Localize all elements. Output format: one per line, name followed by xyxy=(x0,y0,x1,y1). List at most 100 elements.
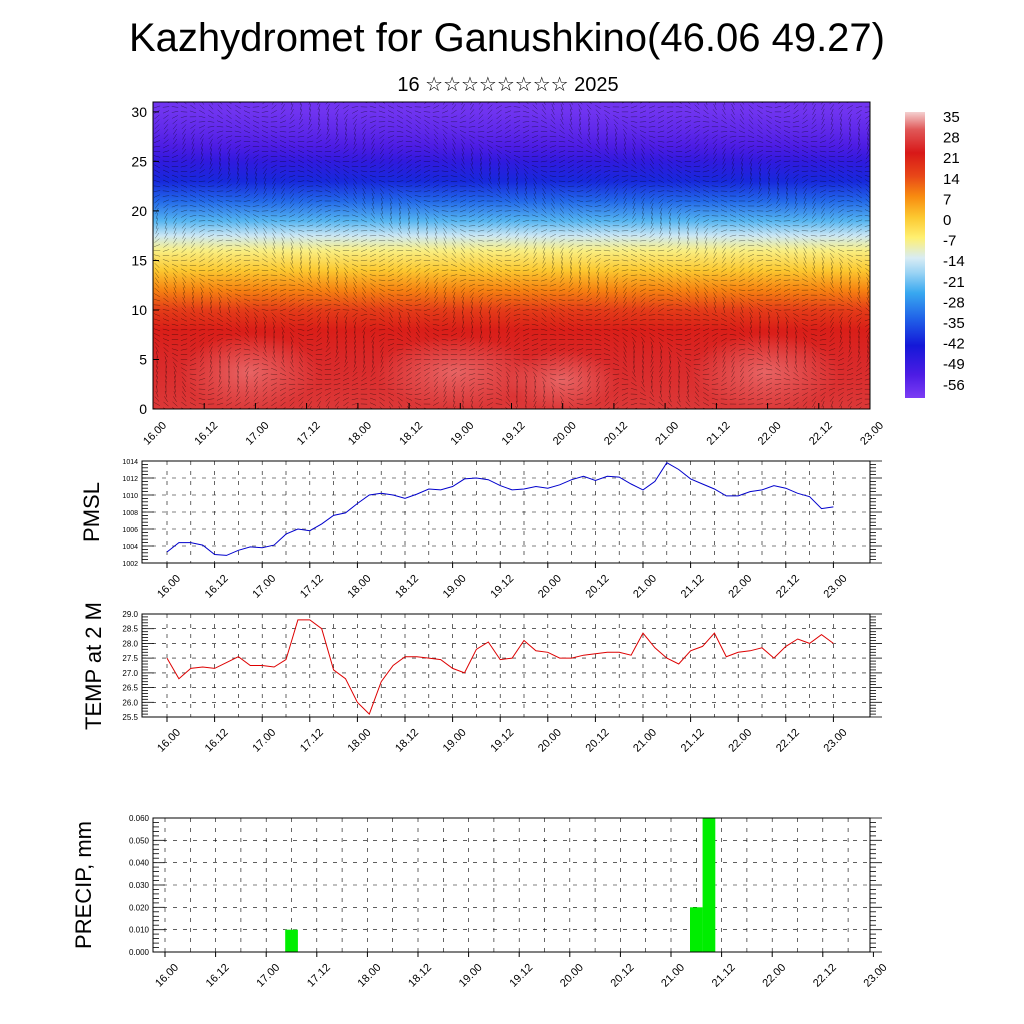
x-tick-label: 20.00 xyxy=(551,420,579,448)
temp-x-axis: 16.00 16.12 17.00 17.12 18.00 18.12 19.00 19.12… xyxy=(155,717,850,755)
colorbar-label: -42 xyxy=(943,336,965,353)
heatmap-x-axis: 16.00 16.12 17.00 17.12 18.00 18.12 19.00 19.12… xyxy=(141,403,886,448)
wind-field xyxy=(153,102,870,409)
x-tick-label: 23.00 xyxy=(822,727,850,755)
colorbar-label: 14 xyxy=(943,171,960,188)
x-tick-label: 22.00 xyxy=(756,420,784,448)
y-tick-label: 28.0 xyxy=(122,639,138,648)
y-tick-label: 0.000 xyxy=(129,948,150,957)
y-tick-label: 26.0 xyxy=(122,698,138,707)
y-tick-label: 28.5 xyxy=(122,625,138,634)
colorbar-label: 28 xyxy=(943,130,960,147)
y-tick-label: 15 xyxy=(131,253,147,269)
y-tick-label: 20 xyxy=(131,203,147,219)
precip-bars xyxy=(285,818,716,952)
y-tick-label: 29.0 xyxy=(122,610,138,619)
x-tick-label: 16.12 xyxy=(204,962,232,990)
x-tick-label: 19.00 xyxy=(441,727,469,755)
x-tick-label: 17.12 xyxy=(295,420,323,448)
colorbar-label: 0 xyxy=(943,212,951,229)
x-tick-label: 18.12 xyxy=(406,962,434,990)
y-tick-label: 30 xyxy=(131,104,147,120)
y-tick-label: 0.060 xyxy=(129,814,150,823)
x-tick-label: 20.00 xyxy=(536,573,564,601)
y-tick-label: 1010 xyxy=(122,493,138,500)
x-tick-label: 19.00 xyxy=(448,420,476,448)
x-tick-label: 18.12 xyxy=(393,727,421,755)
colorbar-label: -49 xyxy=(943,356,965,373)
x-tick-label: 18.00 xyxy=(346,727,374,755)
y-tick-label: 1014 xyxy=(122,459,138,466)
pmsl-x-axis: 16.00 16.12 17.00 17.12 18.00 18.12 19.00 19.12… xyxy=(155,563,850,601)
x-tick-label: 18.00 xyxy=(346,573,374,601)
heatmap-y-axis: 0 5 10 15 20 25 30 xyxy=(131,104,159,417)
y-tick-label: 0.010 xyxy=(129,926,150,935)
x-tick-label: 18.00 xyxy=(346,420,374,448)
precip-ylabel: PRECIP, mm xyxy=(71,821,96,949)
x-tick-label: 20.00 xyxy=(558,962,586,990)
y-tick-label: 0.040 xyxy=(129,859,150,868)
temp-series-line xyxy=(166,619,834,716)
x-tick-label: 20.12 xyxy=(602,420,630,448)
chart-subtitle: 16 ☆☆☆☆☆☆☆☆ 2025 xyxy=(397,74,619,96)
y-tick-label: 10 xyxy=(131,302,147,318)
x-tick-label: 21.12 xyxy=(710,962,738,990)
x-tick-label: 21.00 xyxy=(659,962,687,990)
y-tick-label: 27.0 xyxy=(122,669,138,678)
x-tick-label: 22.12 xyxy=(807,420,835,448)
x-tick-label: 23.00 xyxy=(822,573,850,601)
y-tick-label: 0.030 xyxy=(129,881,150,890)
x-tick-label: 19.12 xyxy=(500,420,528,448)
colorbar-label: -35 xyxy=(943,315,965,332)
colorbar: 35 28 21 14 7 0 -7 -14 -21 -28 -35 -42 -49 -56 xyxy=(905,109,965,398)
precip-bar xyxy=(690,907,703,952)
precip-x-axis: 16.00 16.12 17.00 17.12 18.00 18.12 19.00 19.12… xyxy=(153,952,890,990)
x-tick-label: 22.12 xyxy=(811,962,839,990)
x-tick-label: 20.12 xyxy=(609,962,637,990)
x-tick-label: 20.00 xyxy=(536,727,564,755)
precip-panel: 0.000 0.010 0.020 0.030 0.040 0.050 0.060 16.0… xyxy=(71,814,890,990)
y-tick-label: 1012 xyxy=(122,476,138,483)
warm-core xyxy=(180,334,320,409)
colorbar-label: -7 xyxy=(943,233,956,250)
colorbar-gradient xyxy=(905,112,925,398)
x-tick-label: 16.00 xyxy=(155,573,183,601)
x-tick-label: 22.12 xyxy=(774,573,802,601)
x-tick-label: 19.12 xyxy=(488,573,516,601)
colorbar-label: 21 xyxy=(943,150,960,167)
y-tick-label: 27.5 xyxy=(122,654,138,663)
precip-grid xyxy=(153,817,870,953)
x-tick-label: 22.12 xyxy=(774,727,802,755)
y-tick-label: 0.020 xyxy=(129,903,150,912)
colorbar-labels: 35 28 21 14 7 0 -7 -14 -21 -28 -35 -42 -49 -56 xyxy=(943,109,965,394)
x-tick-label: 19.00 xyxy=(457,962,485,990)
x-tick-label: 21.12 xyxy=(679,727,707,755)
y-tick-label: 26.5 xyxy=(122,684,138,693)
y-tick-label: 1008 xyxy=(122,510,138,517)
precip-frame xyxy=(152,817,871,953)
x-tick-label: 19.00 xyxy=(441,573,469,601)
y-tick-label: 0 xyxy=(139,401,147,417)
chart-title: Kazhydromet for Ganushkino(46.06 49.27) xyxy=(129,16,885,60)
pmsl-grid xyxy=(142,460,870,564)
y-tick-label: 5 xyxy=(139,352,147,368)
x-tick-label: 16.00 xyxy=(153,962,181,990)
wind-barbs xyxy=(153,102,870,409)
x-tick-label: 21.12 xyxy=(679,573,707,601)
colorbar-label: -14 xyxy=(943,253,965,270)
y-tick-label: 0.050 xyxy=(129,836,150,845)
x-tick-label: 16.12 xyxy=(192,420,220,448)
temp-panel: 25.526.026.527.027.528.028.529.0 16.00 16… xyxy=(81,602,882,755)
colorbar-label: -56 xyxy=(943,377,965,394)
x-tick-label: 17.12 xyxy=(298,573,326,601)
x-tick-label: 19.12 xyxy=(507,962,535,990)
x-tick-label: 17.00 xyxy=(244,420,272,448)
x-tick-label: 21.12 xyxy=(705,420,733,448)
x-tick-label: 16.00 xyxy=(155,727,183,755)
x-tick-label: 21.00 xyxy=(631,727,659,755)
x-tick-label: 19.12 xyxy=(488,727,516,755)
y-tick-label: 1002 xyxy=(122,561,138,568)
x-tick-label: 21.00 xyxy=(631,573,659,601)
y-tick-label: 1006 xyxy=(122,527,138,534)
